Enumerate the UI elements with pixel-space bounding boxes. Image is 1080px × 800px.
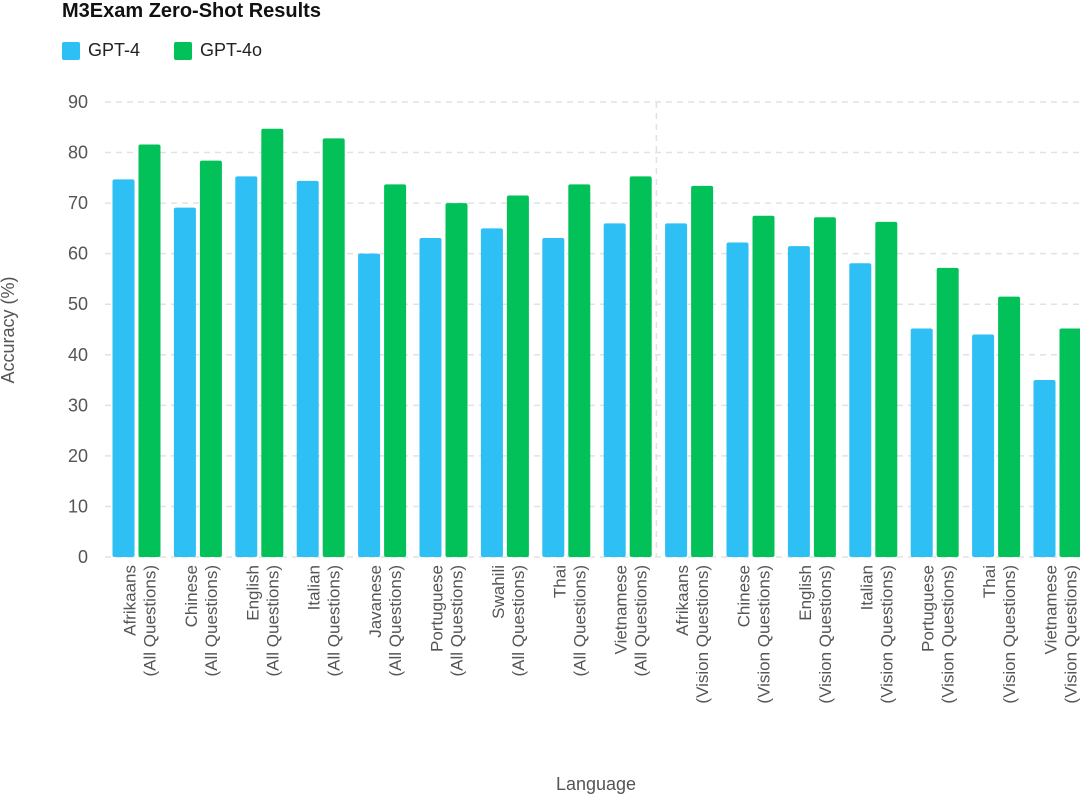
y-tick-label: 50 bbox=[68, 294, 88, 314]
bar-gpt4 bbox=[480, 228, 503, 557]
legend-swatch-gpt4 bbox=[62, 41, 80, 60]
y-tick-label: 90 bbox=[68, 92, 88, 112]
bar-gpt4o bbox=[936, 267, 959, 557]
legend-item-gpt4: GPT-4 bbox=[62, 40, 140, 61]
bar-gpt4 bbox=[665, 223, 688, 558]
bar-gpt4 bbox=[358, 253, 381, 557]
bar-gpt4 bbox=[173, 207, 196, 557]
x-tick-label: Thai(Vision Questions) bbox=[980, 565, 1019, 704]
bar-gpt4 bbox=[603, 223, 626, 558]
bar-gpt4o bbox=[752, 215, 775, 557]
x-tick-label: Vietnamese(All Questions) bbox=[612, 565, 651, 676]
y-axis-title: Accuracy (%) bbox=[0, 276, 18, 383]
bar-gpt4o bbox=[199, 160, 222, 557]
legend-swatch-gpt4o bbox=[174, 41, 193, 60]
x-tick-label: Thai(All Questions) bbox=[550, 565, 589, 676]
bar-gpt4o bbox=[629, 176, 652, 558]
x-axis-title: Language bbox=[556, 774, 636, 794]
x-tick-label: Chinese(All Questions) bbox=[182, 565, 221, 676]
bar-gpt4o bbox=[384, 184, 407, 557]
x-tick-label: Afrikaans(All Questions) bbox=[121, 565, 160, 676]
x-tick-label: English(Vision Questions) bbox=[796, 565, 835, 704]
bar-gpt4o bbox=[813, 217, 836, 557]
x-tick-label: Afrikaans(Vision Questions) bbox=[673, 565, 712, 704]
bar-gpt4o bbox=[506, 195, 529, 557]
y-tick-label: 70 bbox=[68, 193, 88, 213]
x-tick-label: Italian(All Questions) bbox=[305, 565, 344, 676]
x-tick-label: Swahili(All Questions) bbox=[489, 565, 528, 676]
bar-gpt4 bbox=[296, 180, 319, 557]
x-tick-label: Italian(Vision Questions) bbox=[857, 565, 896, 704]
x-tick-label: Chinese(Vision Questions) bbox=[735, 565, 774, 704]
bar-gpt4o bbox=[875, 221, 898, 558]
bar-gpt4o bbox=[445, 203, 468, 557]
bar-gpt4 bbox=[419, 237, 442, 557]
y-tick-label: 60 bbox=[68, 244, 88, 264]
y-tick-label: 80 bbox=[68, 143, 88, 163]
x-tick-label: Portuguese(All Questions) bbox=[428, 565, 467, 676]
bar-gpt4o bbox=[568, 184, 591, 557]
y-tick-label: 30 bbox=[68, 395, 88, 415]
legend-label-gpt4o: GPT-4o bbox=[200, 40, 263, 60]
x-tick-label: English(All Questions) bbox=[243, 565, 282, 676]
bar-gpt4 bbox=[787, 246, 810, 558]
x-tick-label: Portuguese(Vision Questions) bbox=[919, 565, 958, 704]
legend-item-gpt4o: GPT-4o bbox=[174, 40, 262, 61]
bar-gpt4o bbox=[1059, 328, 1080, 557]
bar-gpt4o bbox=[322, 138, 345, 557]
labels-layer: 0 10 20 30 40 50 60 70 80 90 Afrikaans(All Questio… bbox=[68, 92, 1080, 704]
bar-gpt4o bbox=[138, 144, 161, 557]
bar-gpt4 bbox=[235, 176, 258, 558]
bar-gpt4 bbox=[972, 334, 995, 557]
grid-layer bbox=[105, 101, 1080, 558]
x-tick-label: Vietnamese(Vision Questions) bbox=[1042, 565, 1080, 704]
bar-gpt4 bbox=[726, 242, 749, 558]
bar-gpt4 bbox=[112, 179, 135, 557]
bar-gpt4 bbox=[542, 237, 565, 557]
legend: GPT-4 GPT-4o bbox=[62, 40, 296, 61]
y-tick-label: 40 bbox=[68, 345, 88, 365]
y-tick-label: 10 bbox=[68, 496, 88, 516]
bar-gpt4o bbox=[261, 128, 284, 558]
bar-gpt4 bbox=[1033, 380, 1056, 557]
legend-label-gpt4: GPT-4 bbox=[88, 40, 141, 60]
bar-gpt4 bbox=[910, 328, 933, 557]
bars-layer bbox=[112, 128, 1080, 558]
chart-title: M3Exam Zero-Shot Results bbox=[62, 0, 321, 22]
bar-gpt4 bbox=[849, 263, 872, 557]
bar-gpt4o bbox=[998, 296, 1021, 557]
y-tick-label: 20 bbox=[68, 446, 88, 466]
bar-gpt4o bbox=[691, 185, 714, 557]
x-tick-label: Javanese(All Questions) bbox=[366, 565, 405, 676]
y-tick-label: 0 bbox=[78, 547, 88, 567]
